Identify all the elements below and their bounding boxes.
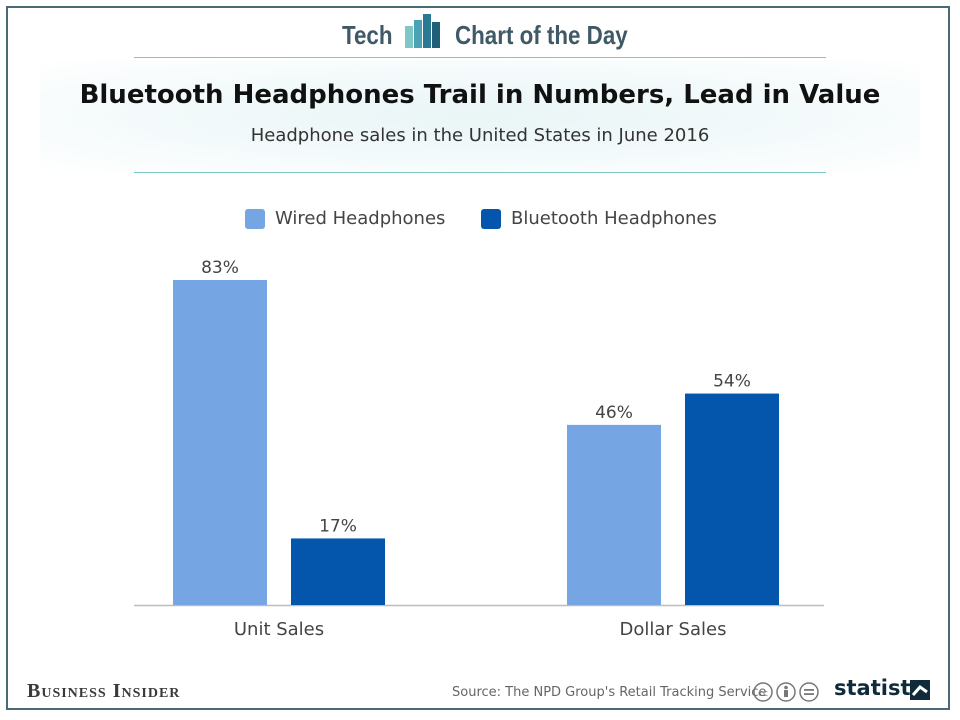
header-chart-of-the-day-label: Chart of the Day [455,20,628,50]
source-note: Source: The NPD Group's Retail Tracking … [452,685,767,700]
chart-subtitle: Headphone sales in the United States in … [250,125,710,146]
statista-mark-icon [910,680,930,700]
title-band [40,60,920,172]
legend-item-wired: Wired Headphones [245,208,445,229]
chart-title: Bluetooth Headphones Trail in Numbers, L… [79,80,881,110]
legend-item-bluetooth: Bluetooth Headphones [481,208,717,229]
legend-label-wired: Wired Headphones [275,208,446,229]
publisher-logo: Business Insider [27,680,181,702]
legend-swatch-bluetooth [481,208,501,229]
creative-commons-icons: cc [753,682,819,702]
header-divider [134,57,826,58]
statista-logo: statista [834,676,925,700]
legend-label-bluetooth: Bluetooth Headphones [511,208,717,229]
bar-chart-logo-icon [405,14,440,48]
header: Tech Chart of the Day [0,0,960,58]
header-tech-label: Tech [342,20,393,50]
title-divider [134,172,826,173]
legend-swatch-wired [245,208,265,229]
legend: Wired Headphones Bluetooth Headphones [0,208,960,234]
svg-text:cc: cc [758,689,768,699]
